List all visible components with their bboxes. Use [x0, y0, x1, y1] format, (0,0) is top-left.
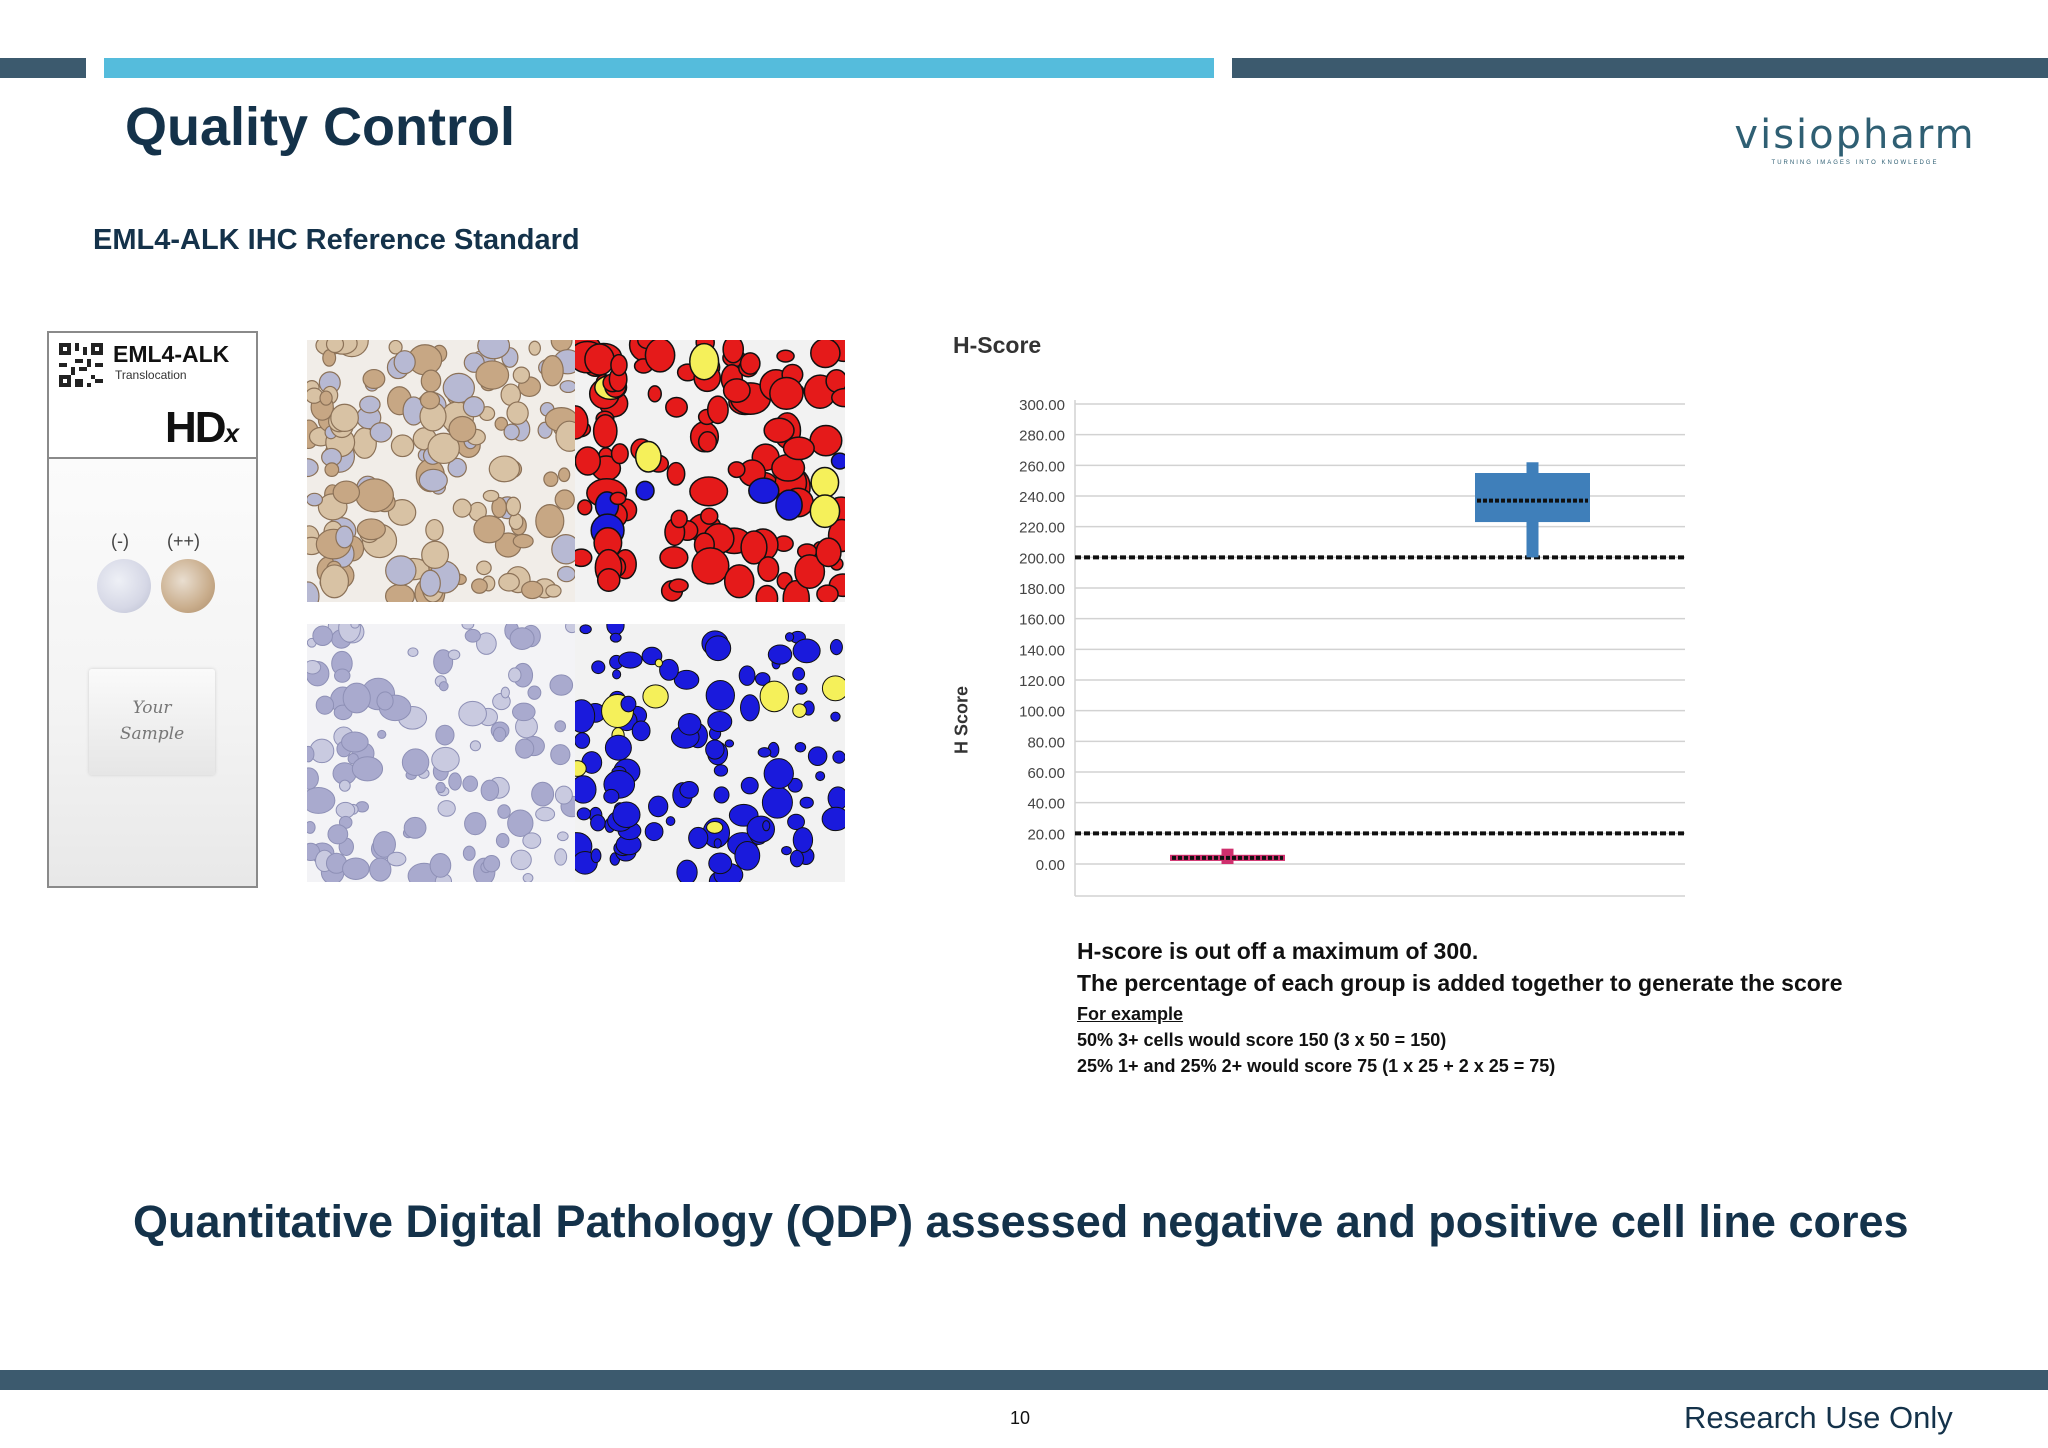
y-tick-label: 260.00: [1019, 458, 1065, 475]
positive-core-label: (++): [167, 531, 201, 551]
y-tick-label: 240.00: [1019, 489, 1065, 506]
boxes: [1170, 462, 1590, 864]
page-number: 10: [1010, 1408, 1031, 1428]
y-tick-label: 300.00: [1019, 397, 1065, 414]
sample-line-2: Sample: [119, 724, 185, 744]
negative-segmentation-panel: [575, 624, 845, 882]
header-bar-left: [0, 58, 86, 78]
hdx-logo-suffix: x: [224, 418, 240, 448]
your-sample-slot: Your Sample: [89, 669, 215, 775]
y-tick-label: 220.00: [1019, 520, 1065, 537]
page-title: Quality Control: [125, 97, 515, 157]
logo-tagline: TURNING IMAGES INTO KNOWLEDGE: [1771, 160, 1939, 166]
y-tick-labels: 0.00 20.00 40.00 60.00 80.00 100.00 120.00 140.…: [1019, 397, 1065, 874]
note-example-1: 50% 3+ cells would score 150 (3 x 50 = 1…: [1077, 1030, 1447, 1050]
negative-core: [97, 559, 151, 613]
y-axis-label: H Score: [951, 685, 972, 755]
card-title: EML4-ALK: [113, 341, 230, 367]
positive-core: [161, 559, 215, 613]
negative-brightfield-panel: [307, 624, 575, 882]
note-max-score: H-score is out off a maximum of 300.: [1077, 938, 1479, 964]
card-header: EML4-ALK Translocation HDx: [49, 333, 256, 459]
header-bar-accent: [104, 58, 1214, 78]
your-sample-label: Your Sample: [89, 695, 215, 747]
negative-core-label: (-): [111, 531, 129, 551]
box-1: [1170, 848, 1285, 864]
y-tick-label: 140.00: [1019, 642, 1065, 659]
hdx-logo-main: HD: [165, 403, 227, 452]
header-bar-right: [1232, 58, 2048, 78]
note-example-2: 25% 1+ and 25% 2+ would score 75 (1 x 25…: [1077, 1056, 1556, 1076]
y-tick-label: 160.00: [1019, 612, 1065, 629]
box-iqr: [1475, 473, 1590, 523]
y-tick-label: 200.00: [1019, 550, 1065, 567]
hdx-logo: HDx: [165, 403, 240, 453]
h-score-box-plot: 0.00 20.00 40.00 60.00 80.00 100.00 120.00 140.…: [1019, 397, 1685, 897]
section-subtitle: EML4-ALK IHC Reference Standard: [93, 224, 580, 256]
qr-code-icon: [59, 343, 103, 387]
y-tick-label: 100.00: [1019, 704, 1065, 721]
box-2: [1475, 462, 1590, 558]
y-tick-label: 60.00: [1027, 765, 1065, 782]
y-tick-label: 0.00: [1036, 857, 1065, 874]
footer-bar: [0, 1370, 2048, 1390]
card-subtitle: Translocation: [115, 368, 187, 382]
y-tick-label: 40.00: [1027, 796, 1065, 813]
y-tick-label: 80.00: [1027, 734, 1065, 751]
gridlines: [1074, 400, 1685, 897]
chart-title: H-Score: [953, 332, 1042, 358]
research-use-only: Research Use Only: [1684, 1400, 1953, 1435]
note-example-heading: For example: [1077, 1004, 1184, 1024]
logo-word: visiopharm: [1734, 112, 1976, 158]
y-tick-label: 180.00: [1019, 581, 1065, 598]
y-tick-label: 120.00: [1019, 673, 1065, 690]
y-tick-label: 20.00: [1027, 826, 1065, 843]
headline: Quantitative Digital Pathology (QDP) ass…: [133, 1196, 1909, 1247]
reference-standard-card: EML4-ALK Translocation HDx (-) (++) Your…: [47, 331, 258, 888]
threshold-lines: [1075, 555, 1685, 836]
positive-brightfield-panel: [307, 340, 575, 602]
sample-line-1: Your: [132, 698, 172, 718]
positive-segmentation-panel: [575, 340, 845, 602]
y-tick-label: 280.00: [1019, 428, 1065, 445]
visiopharm-logo: visiopharm TURNING IMAGES INTO KNOWLEDGE: [1730, 112, 1980, 172]
note-sum-groups: The percentage of each group is added to…: [1077, 970, 1843, 996]
micrograph-panels: [307, 340, 845, 882]
